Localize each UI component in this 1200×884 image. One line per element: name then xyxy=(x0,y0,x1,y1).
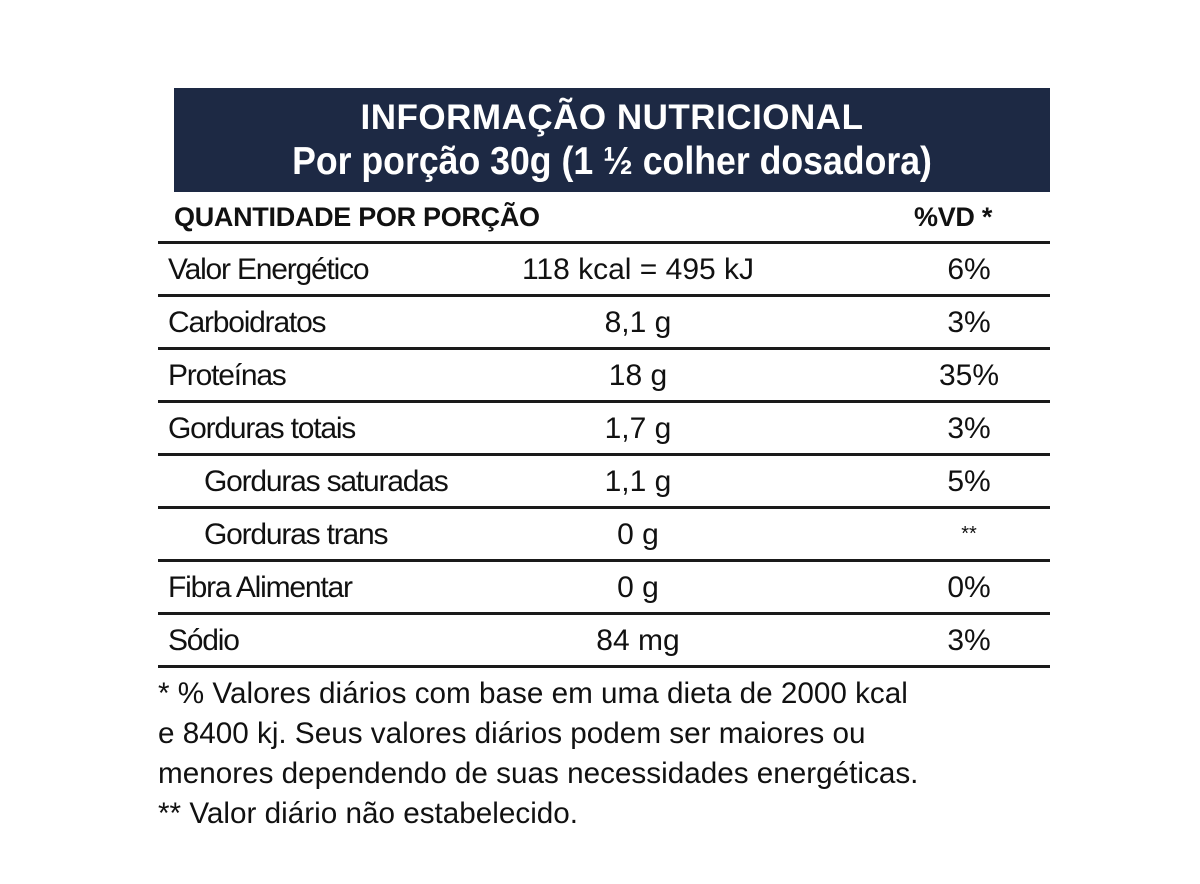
nutrient-amount: 8,1 g xyxy=(604,306,672,339)
nutrient-amount: 84 mg xyxy=(596,624,680,657)
row-divider xyxy=(158,347,1050,350)
row-divider xyxy=(158,612,1050,615)
table-row-total-fat: Gorduras totais 1,7 g 3% xyxy=(158,403,1050,454)
nutrient-daily-value: 3% xyxy=(947,624,991,657)
table-row-energy: Valor Energético 118 kcal = 495 kJ 6% xyxy=(158,244,1050,295)
nutrient-name: Gorduras totais xyxy=(168,412,356,445)
footnote-line: * % Valores diários com base em uma diet… xyxy=(158,677,908,710)
nutrient-amount: 0 g xyxy=(617,571,659,604)
table-row-trans-fat: Gorduras trans 0 g ** xyxy=(158,509,1050,560)
nutrient-name: Gorduras trans xyxy=(204,518,388,551)
row-divider xyxy=(158,241,1050,244)
nutrient-daily-value: 5% xyxy=(947,465,991,498)
nutrient-name: Fibra Alimentar xyxy=(168,571,353,604)
table-row-carbohydrates: Carboidratos 8,1 g 3% xyxy=(158,297,1050,348)
footnote-line: e 8400 kj. Seus valores diários podem se… xyxy=(158,717,866,750)
header-band: INFORMAÇÃO NUTRICIONAL Por porção 30g (1… xyxy=(174,88,1050,192)
nutrient-daily-value: ** xyxy=(961,523,977,545)
nutrient-name: Gorduras saturadas xyxy=(204,465,449,498)
footnote-line: ** Valor diário não estabelecido. xyxy=(158,797,579,830)
footnote: * % Valores diários com base em uma diet… xyxy=(158,674,1058,834)
nutrient-name: Carboidratos xyxy=(168,306,327,339)
nutrient-amount: 18 g xyxy=(608,359,668,392)
label-title: INFORMAÇÃO NUTRICIONAL xyxy=(360,98,864,137)
row-divider xyxy=(158,665,1050,668)
row-divider xyxy=(158,400,1050,403)
nutrient-daily-value: 3% xyxy=(947,306,991,339)
nutrient-amount: 1,1 g xyxy=(604,465,672,498)
footnote-line: menores dependendo de suas necessidades … xyxy=(158,757,919,790)
nutrient-name: Valor Energético xyxy=(168,253,370,286)
row-divider xyxy=(158,294,1050,297)
daily-value-column-header: %VD * xyxy=(914,202,993,232)
table-row-sodium: Sódio 84 mg 3% xyxy=(158,615,1050,666)
table-row-fiber: Fibra Alimentar 0 g 0% xyxy=(158,562,1050,613)
serving-size: Por porção 30g (1 ½ colher dosadora) xyxy=(292,140,932,183)
row-divider xyxy=(158,559,1050,562)
nutrient-amount: 1,7 g xyxy=(604,412,672,445)
nutrient-name: Sódio xyxy=(168,624,240,657)
row-divider xyxy=(158,506,1050,509)
nutrient-daily-value: 6% xyxy=(947,253,991,286)
nutrient-amount: 0 g xyxy=(617,518,659,551)
nutrient-daily-value: 0% xyxy=(947,571,991,604)
nutrient-amount: 118 kcal = 495 kJ xyxy=(521,253,755,286)
table-row-protein: Proteínas 18 g 35% xyxy=(158,350,1050,401)
nutrient-daily-value: 3% xyxy=(947,412,991,445)
table-row-saturated-fat: Gorduras saturadas 1,1 g 5% xyxy=(158,456,1050,507)
row-divider xyxy=(158,453,1050,456)
nutrient-daily-value: 35% xyxy=(938,359,1000,392)
quantity-column-header: QUANTIDADE POR PORÇÃO xyxy=(174,202,540,232)
nutrient-name: Proteínas xyxy=(168,359,287,392)
